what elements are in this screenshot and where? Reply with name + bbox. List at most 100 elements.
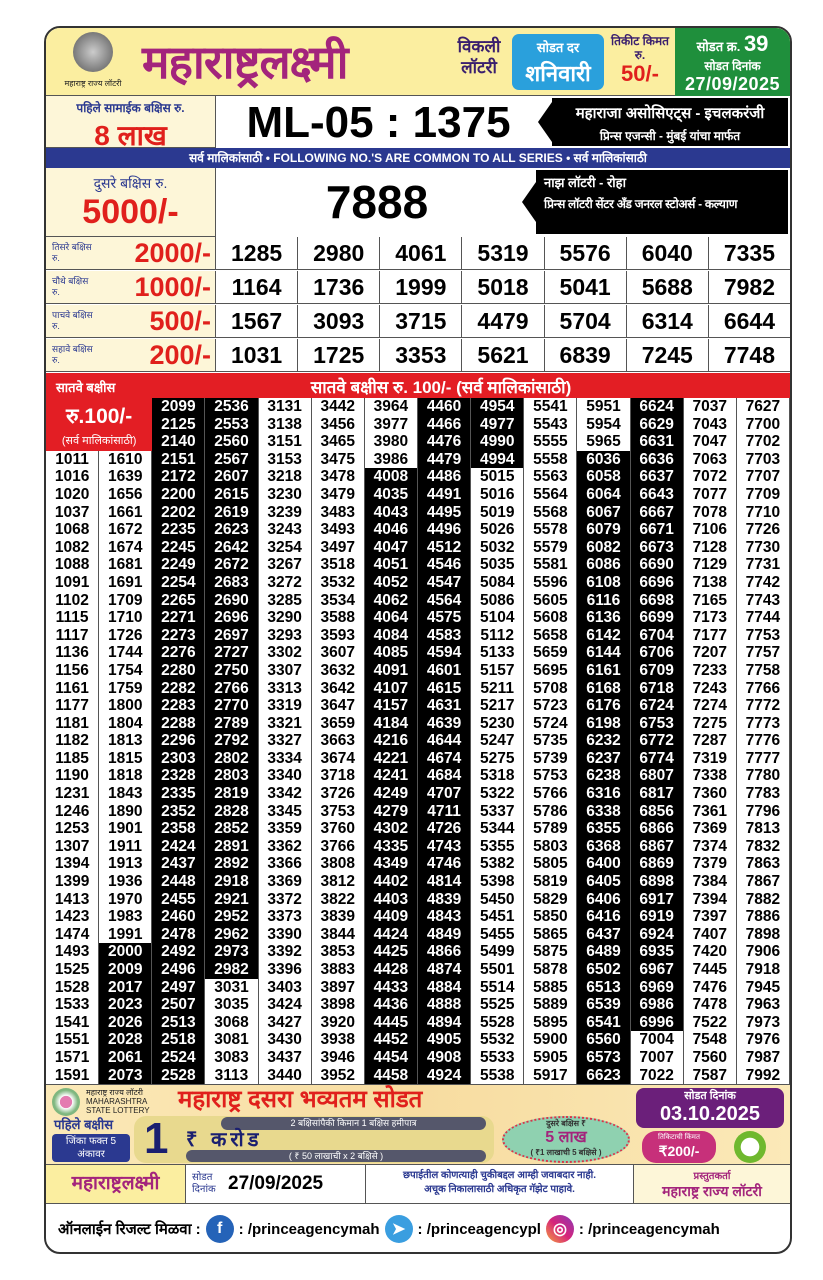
telegram-link[interactable]: : /princeagencypl <box>417 1220 541 1238</box>
winning-number: 2642 <box>205 538 259 557</box>
winning-number: 4866 <box>417 943 472 961</box>
winning-number: 4424 <box>364 925 418 944</box>
facebook-link[interactable]: : /princeagencymah <box>238 1220 380 1238</box>
winning-number: 1804 <box>99 714 153 733</box>
winning-number: 1991 <box>99 925 153 944</box>
prize-number: 3093 <box>298 305 381 337</box>
prize-number: 1567 <box>216 305 299 337</box>
winning-number: 4043 <box>364 503 418 522</box>
winning-number: 1672 <box>99 521 153 539</box>
winning-number: 3853 <box>312 943 365 961</box>
winning-number: 7882 <box>737 890 790 909</box>
winning-number: 6541 <box>577 1013 631 1032</box>
winning-number: 7742 <box>737 573 790 592</box>
winning-number: 6866 <box>630 820 684 838</box>
winning-number: 3319 <box>259 697 312 715</box>
winning-number: 3980 <box>365 433 418 451</box>
promo-ticket-price: तिकिटाची किंमत ₹200/- <box>642 1131 716 1163</box>
winning-number: 7233 <box>684 661 737 680</box>
winning-number: 2328 <box>152 767 206 786</box>
winning-number: 7275 <box>684 714 737 733</box>
winning-number: 1674 <box>99 538 153 557</box>
telegram-icon[interactable]: ➤ <box>384 1215 413 1243</box>
facebook-icon[interactable]: f <box>205 1215 234 1243</box>
prize-number: 6314 <box>627 305 709 337</box>
winning-number: 5724 <box>524 714 578 733</box>
winning-number: 6986 <box>630 996 684 1014</box>
winning-number: 2750 <box>205 661 259 680</box>
winning-number: 6817 <box>630 785 684 803</box>
winning-number: 2335 <box>152 785 206 803</box>
winning-number: 3031 <box>205 978 259 997</box>
winning-number: 6869 <box>630 855 684 874</box>
winning-number: 5605 <box>524 591 578 610</box>
winning-number: 5499 <box>471 943 525 961</box>
winning-number: 3372 <box>259 890 312 909</box>
instagram-link[interactable]: : /princeagencymah <box>578 1220 720 1238</box>
winning-number: 5451 <box>471 908 525 926</box>
winning-number: 6082 <box>577 538 631 557</box>
winning-number: 3588 <box>312 609 365 627</box>
winning-number: 5739 <box>524 749 578 768</box>
prize-number: 6040 <box>627 237 709 269</box>
seventh-prize-title: सातवे बक्षीस रु. 100/- (सर्व मालिकांसाठी… <box>310 378 572 397</box>
winning-number: 3440 <box>259 1066 312 1085</box>
winning-number: 2017 <box>99 978 153 997</box>
weekly-label: विकली लॉटरी <box>457 37 501 77</box>
winning-number: 2249 <box>152 556 206 574</box>
winning-number: 6671 <box>630 521 684 539</box>
winning-number: 7361 <box>684 802 737 821</box>
winning-number: 7773 <box>737 714 790 733</box>
winning-number: 4349 <box>364 855 418 874</box>
winning-number: 6064 <box>577 485 631 504</box>
seventh-prize-grid: रु.100/- (सर्व मालिकांसाठी) 1011 1016 1020 1… <box>46 398 790 1102</box>
winning-number: 4302 <box>364 820 418 838</box>
winning-number: 1681 <box>99 556 153 574</box>
winning-number: 2273 <box>152 626 206 645</box>
winning-number: 7243 <box>684 679 737 698</box>
winning-number: 6489 <box>577 943 631 961</box>
winning-number: 7063 <box>684 450 737 469</box>
winning-number: 1709 <box>99 591 153 610</box>
promo-first-label: पहिले बक्षीस <box>54 1117 113 1132</box>
winning-number: 6636 <box>630 450 684 469</box>
winning-number: 6513 <box>577 978 631 997</box>
winning-number: 7700 <box>737 415 790 434</box>
prize-number: 1285 <box>216 237 299 269</box>
winning-number: 4644 <box>417 732 472 750</box>
winning-number: 7730 <box>737 538 790 557</box>
winning-number: 2524 <box>152 1048 206 1067</box>
winning-number: 4994 <box>471 450 525 469</box>
winning-number: 3479 <box>312 485 365 504</box>
winning-number: 2276 <box>152 644 206 662</box>
winning-number: 1399 <box>46 873 100 891</box>
winning-number: 5525 <box>471 996 525 1014</box>
winning-number: 3362 <box>259 837 312 856</box>
winning-number: 5211 <box>471 679 525 698</box>
draw-date-label: सोडत दिनांक <box>704 59 761 73</box>
winning-number: 5889 <box>524 996 578 1014</box>
winning-number: 1185 <box>46 749 100 768</box>
winning-number: 4062 <box>364 591 418 610</box>
winning-number: 7772 <box>737 697 790 715</box>
winning-number: 1020 <box>46 485 100 504</box>
prize-label: चौथे बक्षिस रु. 1000/- <box>46 271 216 303</box>
winning-number: 3035 <box>205 996 259 1014</box>
winning-number: 4746 <box>417 855 472 874</box>
winning-number: 1726 <box>99 626 153 645</box>
prize-amount: 1000/- <box>134 271 211 302</box>
winning-number: 7898 <box>737 925 790 944</box>
winning-number: 4711 <box>417 802 472 821</box>
winning-number: 2254 <box>152 573 206 592</box>
prize-number: 1736 <box>298 271 381 303</box>
winning-number: 3753 <box>312 802 365 821</box>
winning-number: 2296 <box>152 732 206 750</box>
instagram-icon[interactable]: ◎ <box>545 1215 574 1243</box>
winning-number: 6176 <box>577 697 631 715</box>
winning-number: 6724 <box>630 697 684 715</box>
winning-number: 7138 <box>684 573 737 592</box>
winning-number: 5337 <box>471 802 525 821</box>
winning-number: 5596 <box>524 573 578 592</box>
winning-number: 2982 <box>205 961 259 979</box>
winning-number: 4491 <box>417 485 472 504</box>
